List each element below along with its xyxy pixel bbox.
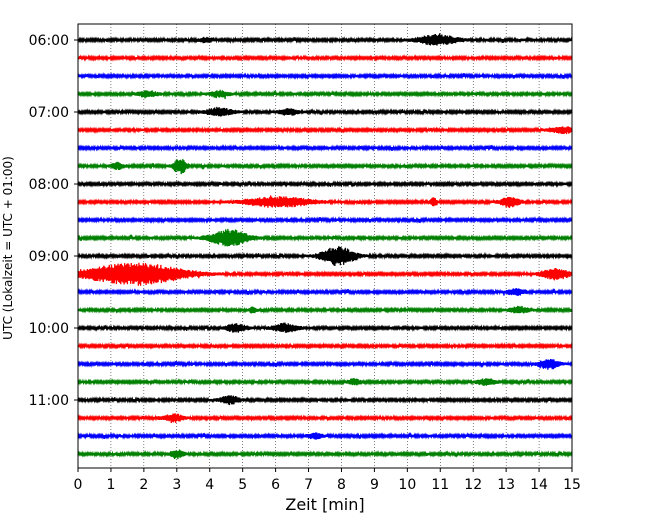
- trace-0715: [77, 126, 573, 135]
- x-tick-label: 6: [271, 477, 280, 493]
- x-tick-label: 1: [106, 477, 115, 493]
- trace-1015: [77, 341, 573, 350]
- y-tick-label: 07:00: [29, 105, 69, 121]
- y-tick-label: 10:00: [29, 321, 69, 337]
- trace-1145: [77, 449, 573, 460]
- trace-0945: [77, 305, 573, 314]
- y-axis-label: UTC (Lokalzeit = UTC + 01:00): [1, 156, 15, 340]
- x-tick-label: 7: [304, 477, 313, 493]
- grid-layer: [110, 24, 540, 468]
- x-tick-label: 9: [370, 477, 379, 493]
- y-tick-label: 08:00: [29, 177, 69, 193]
- trace-0915: [77, 262, 573, 286]
- y-tick-label: 09:00: [29, 249, 69, 265]
- trace-1045: [77, 378, 573, 386]
- x-axis-label: Zeit [min]: [285, 495, 364, 514]
- trace-0700: [77, 106, 573, 117]
- x-tick-label: 14: [530, 477, 548, 493]
- x-tick-label: 8: [337, 477, 346, 493]
- trace-0630: [77, 72, 573, 80]
- trace-1100: [77, 395, 573, 406]
- x-tick-label: 2: [139, 477, 148, 493]
- x-tick-label: 4: [205, 477, 214, 493]
- x-tick-label: 11: [431, 477, 449, 493]
- trace-layer: [77, 33, 573, 460]
- trace-0800: [77, 180, 573, 188]
- x-tick-label: 13: [497, 477, 515, 493]
- trace-0745: [77, 159, 573, 175]
- y-tick-label: 06:00: [29, 33, 69, 49]
- trace-1000: [77, 322, 573, 333]
- x-tick-label: 0: [74, 477, 83, 493]
- trace-0600: [77, 33, 573, 46]
- trace-0730: [77, 144, 573, 152]
- trace-0615: [77, 54, 573, 62]
- trace-1130: [77, 432, 573, 440]
- trace-0845: [77, 228, 573, 247]
- trace-0815: [77, 195, 573, 209]
- trace-0830: [77, 216, 573, 224]
- x-tick-label: 12: [464, 477, 482, 493]
- x-tick-label: 5: [238, 477, 247, 493]
- x-tick-label: 15: [563, 477, 581, 493]
- trace-0645: [77, 89, 573, 100]
- x-tick-label: 10: [398, 477, 416, 493]
- trace-0900: [77, 246, 573, 266]
- trace-1115: [77, 413, 573, 424]
- x-tick-label: 3: [172, 477, 181, 493]
- y-tick-label: 11:00: [29, 393, 69, 409]
- plot-frame: [77, 23, 573, 469]
- trace-0930: [77, 288, 573, 296]
- trace-1030: [77, 359, 573, 370]
- axis-layer: 0 1 2 3 4 5 6 7 8 9 10 11 12 13 14 1506:0007:0008:0009:…: [29, 33, 581, 493]
